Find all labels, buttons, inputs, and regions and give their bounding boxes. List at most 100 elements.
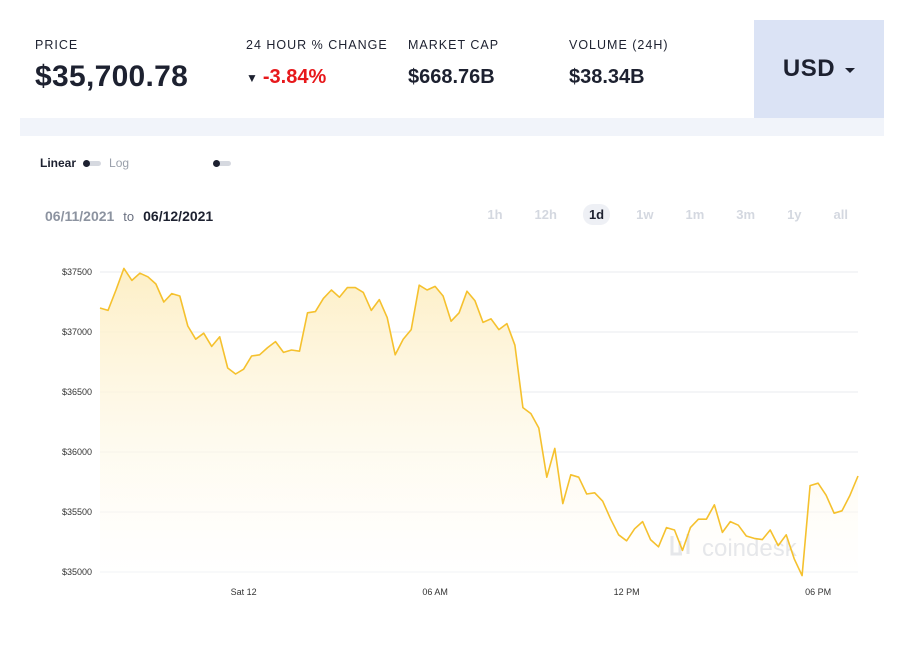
x-tick-label: 06 AM	[422, 587, 448, 597]
date-from[interactable]: 06/11/2021	[45, 208, 115, 224]
y-tick-label: $36000	[62, 447, 92, 457]
data-point	[418, 284, 421, 287]
chevron-down-icon	[845, 67, 856, 73]
data-point	[761, 538, 764, 541]
y-tick-label: $36500	[62, 387, 92, 397]
data-point	[482, 321, 485, 324]
data-point	[593, 491, 596, 494]
data-point	[753, 537, 756, 540]
data-point	[170, 292, 173, 295]
data-point	[657, 545, 660, 548]
data-point	[817, 482, 820, 485]
market-cap-stat: MARKET CAP $668.76B	[408, 38, 499, 89]
data-point	[553, 447, 556, 450]
data-point	[250, 355, 253, 358]
data-point	[194, 338, 197, 341]
data-point	[146, 275, 149, 278]
data-point	[729, 520, 732, 523]
x-tick-label: 06 PM	[805, 587, 831, 597]
y-tick-label: $37500	[62, 267, 92, 277]
data-point	[386, 316, 389, 319]
scale-toggle: Linear Log	[40, 156, 129, 170]
data-point	[665, 526, 668, 529]
data-point	[745, 535, 748, 538]
data-point	[689, 526, 692, 529]
data-point	[402, 338, 405, 341]
data-point	[378, 298, 381, 301]
range-1w[interactable]: 1w	[636, 207, 654, 222]
data-point	[777, 544, 780, 547]
y-tick-label: $35500	[62, 507, 92, 517]
data-point	[306, 311, 309, 314]
data-point	[434, 285, 437, 288]
data-point	[442, 295, 445, 298]
currency-label: USD	[782, 55, 836, 82]
price-label: PRICE	[35, 38, 79, 52]
data-point	[713, 503, 716, 506]
data-point	[793, 557, 796, 560]
toggle-knob	[83, 159, 91, 167]
stats-bar: PRICE $35,700.78 24 HOUR % CHANGE ▼ -3.8…	[20, 20, 884, 118]
x-tick-label: 12 PM	[614, 587, 640, 597]
data-point	[282, 351, 285, 354]
data-point	[809, 484, 812, 487]
data-point	[234, 373, 237, 376]
data-point	[290, 349, 293, 352]
data-point	[721, 531, 724, 534]
data-point	[497, 328, 500, 331]
data-point	[274, 340, 277, 343]
range-1h[interactable]: 1h	[487, 207, 503, 222]
range-1m[interactable]: 1m	[685, 207, 705, 222]
data-point	[849, 494, 852, 497]
data-point	[490, 317, 493, 320]
price-stat: PRICE $35,700.78	[35, 38, 188, 94]
data-point	[178, 295, 181, 298]
data-point	[314, 310, 317, 313]
data-point	[505, 322, 508, 325]
volume-stat: VOLUME (24H) $38.34B	[569, 38, 669, 89]
data-point	[354, 286, 357, 289]
range-all[interactable]: all	[833, 207, 848, 222]
data-point	[841, 509, 844, 512]
change-label: 24 HOUR % CHANGE	[246, 38, 388, 52]
date-to[interactable]: 06/12/2021	[143, 208, 214, 224]
market-cap-label: MARKET CAP	[408, 38, 500, 52]
caret-down-icon: ▼	[246, 70, 258, 85]
data-point	[737, 524, 740, 527]
data-point	[617, 533, 620, 536]
scale-linear-label[interactable]: Linear	[40, 156, 77, 170]
data-point	[162, 301, 165, 304]
data-point	[577, 476, 580, 479]
currency-dropdown[interactable]: USD	[754, 20, 884, 118]
price-area	[100, 268, 858, 580]
range-1y[interactable]: 1y	[787, 207, 802, 222]
data-point	[681, 549, 684, 552]
data-point	[330, 289, 333, 292]
data-point	[458, 311, 461, 314]
data-point	[450, 320, 453, 323]
date-to-word: to	[123, 209, 135, 224]
data-point	[785, 533, 788, 536]
data-point	[122, 267, 125, 270]
date-range: 06/11/2021 to 06/12/2021	[45, 208, 213, 224]
secondary-toggle-switch[interactable]	[213, 160, 231, 167]
range-1d[interactable]: 1d	[582, 204, 611, 225]
scale-toggle-switch[interactable]	[83, 159, 102, 167]
data-point	[513, 344, 516, 347]
range-3m[interactable]: 3m	[736, 207, 756, 222]
data-point	[226, 367, 229, 370]
price-chart: $35000 $35500 $36000 $36500 $37000 $37500 Sat …	[62, 267, 860, 597]
data-point	[857, 475, 860, 478]
scale-log-label[interactable]: Log	[109, 156, 130, 170]
data-point	[346, 286, 349, 289]
data-point	[633, 527, 636, 530]
data-point	[410, 328, 413, 331]
data-point	[601, 500, 604, 503]
data-point	[298, 350, 301, 353]
data-point	[625, 539, 628, 542]
data-point	[825, 494, 828, 497]
time-range-selector: 1h 12h 1d 1w 1m 3m 1y all	[461, 204, 854, 225]
range-12h[interactable]: 12h	[534, 207, 557, 222]
change-row: ▼ -3.84%	[246, 66, 388, 89]
data-point	[545, 476, 548, 479]
